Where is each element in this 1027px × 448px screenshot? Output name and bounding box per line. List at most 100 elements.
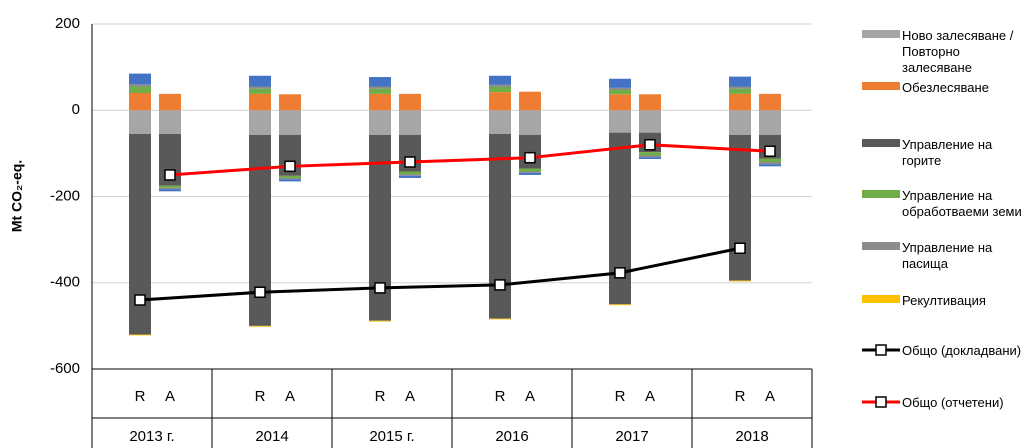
bar-segment	[249, 134, 271, 326]
bar-segment	[279, 179, 301, 182]
x-bar-label: R	[255, 388, 266, 405]
bar-segment	[279, 110, 301, 135]
x-bar-label: R	[615, 388, 626, 405]
bar-segment	[279, 177, 301, 180]
legend-label: Общо (докладвани)	[902, 343, 1022, 358]
x-group-label: 2013 г.	[129, 428, 174, 445]
bar-segment	[399, 174, 421, 176]
bar-segment	[759, 162, 781, 165]
legend-label: Ново залесяване / Повторно залесяване	[902, 28, 1014, 75]
bar-segment	[639, 152, 661, 156]
x-bar-label: A	[525, 388, 535, 405]
legend-label: Управление на пасища	[902, 240, 993, 271]
legend-swatch	[862, 139, 900, 147]
bar-segment	[609, 110, 631, 133]
bar-segment	[489, 86, 511, 93]
line-marker	[524, 151, 536, 164]
total-line	[169, 143, 771, 177]
bar-segment	[729, 76, 751, 87]
bar-segment	[519, 110, 541, 135]
legend-swatch	[862, 82, 900, 90]
line-marker	[404, 156, 416, 168]
legend-label: Общо (отчетени)	[902, 395, 1004, 410]
bar-segment	[609, 87, 631, 90]
y-tick-label: -600	[50, 360, 80, 377]
bar-segment	[759, 93, 781, 111]
x-group-label: 2016	[495, 428, 528, 445]
bar-segment	[369, 93, 391, 111]
x-bar-label: A	[405, 388, 415, 405]
x-bar-label: R	[135, 388, 146, 405]
x-bar-label: R	[495, 388, 506, 405]
y-tick-label: -400	[50, 274, 80, 291]
bar-segment	[279, 175, 301, 178]
total-line	[139, 246, 741, 302]
bar-segment	[129, 84, 151, 87]
x-bar-label: A	[765, 388, 775, 405]
line-marker	[254, 286, 266, 298]
bar-segment	[159, 189, 181, 192]
bar-segment	[159, 185, 181, 188]
legend-marker	[875, 396, 887, 408]
bar-segment	[129, 73, 151, 85]
bar-segment	[249, 110, 271, 135]
x-bar-label: A	[285, 388, 295, 405]
bar-segment	[609, 89, 631, 95]
legend-label: Управление на горите	[902, 137, 993, 168]
bar-segment	[249, 93, 271, 111]
legend-swatch	[862, 190, 900, 198]
legend-swatch	[862, 295, 900, 303]
bar-segment	[249, 88, 271, 94]
bar-segment	[129, 86, 151, 93]
bar-segment	[639, 155, 661, 158]
line-marker	[374, 282, 386, 294]
bar-segment	[369, 86, 391, 89]
bar-segment	[129, 133, 151, 335]
line-marker	[764, 145, 776, 157]
bar-segment	[369, 77, 391, 87]
bar-segment	[369, 320, 391, 322]
legend-label: Рекултивация	[902, 293, 986, 308]
bar-segment	[399, 175, 421, 178]
bar-segment	[609, 78, 631, 88]
bar-segment	[369, 88, 391, 94]
bar-segment	[399, 171, 421, 175]
y-tick-label: -200	[50, 187, 80, 204]
line-marker	[284, 160, 296, 173]
bar-segment	[489, 75, 511, 85]
bar-segment	[129, 334, 151, 336]
legend-marker	[875, 344, 887, 356]
bar-segment	[639, 94, 661, 111]
line-marker	[734, 242, 746, 254]
bar-segment	[249, 75, 271, 87]
bar-segment	[249, 86, 271, 89]
bar-segment	[369, 134, 391, 321]
x-bar-label: R	[375, 388, 386, 405]
legend-swatch	[862, 242, 900, 250]
line-marker	[644, 139, 656, 151]
bar-segment	[129, 110, 151, 134]
line-marker	[614, 267, 626, 279]
x-bar-label: R	[735, 388, 746, 405]
y-tick-label: 0	[72, 101, 80, 118]
bar-segment	[519, 171, 541, 173]
bar-segment	[159, 93, 181, 111]
x-group-label: 2015 г.	[369, 428, 414, 445]
bar-segment	[369, 110, 391, 135]
bar-segment	[489, 84, 511, 87]
bar-segment	[759, 110, 781, 135]
line-marker	[164, 169, 176, 181]
legend-label: Обезлесяване	[902, 80, 989, 95]
bar-segment	[489, 92, 511, 111]
x-group-label: 2014	[255, 428, 288, 445]
bar-segment	[279, 94, 301, 111]
bar-segment	[639, 110, 661, 133]
bar-segment	[519, 91, 541, 111]
bar-segment	[729, 88, 751, 94]
x-bar-label: A	[165, 388, 175, 405]
bar-segment	[609, 304, 631, 306]
bar-segment	[729, 93, 751, 111]
legend-label: Управление на обработваеми земи	[902, 188, 1022, 219]
